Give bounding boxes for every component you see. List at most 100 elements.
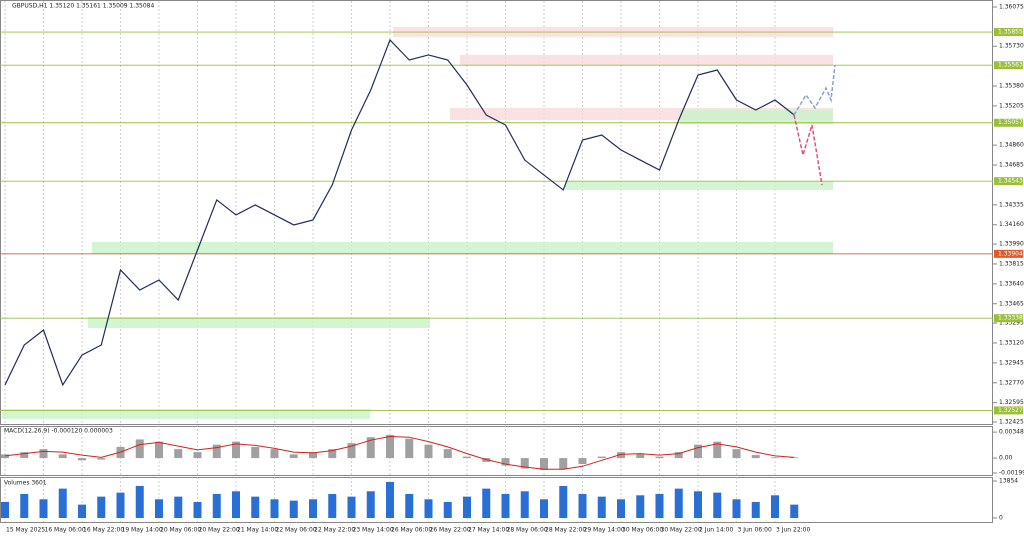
bar — [174, 449, 183, 459]
y-tick-label: 1.33815 — [999, 260, 1024, 267]
y-tick-label: 1.33990 — [999, 241, 1024, 248]
y-tick-label: 1.33295 — [999, 320, 1024, 327]
bar — [1, 501, 9, 518]
bar — [636, 495, 645, 518]
bar — [655, 456, 664, 459]
y-tick-label: 1.36075 — [999, 4, 1024, 11]
level-label: 1.35855 — [998, 29, 1023, 36]
bar — [174, 496, 183, 518]
bar — [212, 493, 221, 518]
x-tick-label: 22 May 22:00 — [314, 527, 355, 534]
x-tick-label: 27 May 14:00 — [468, 527, 509, 534]
level-tag — [994, 177, 1023, 186]
bar — [347, 496, 356, 518]
y-tick-label: 1.33120 — [999, 339, 1024, 346]
zone — [92, 242, 833, 254]
bar — [694, 491, 702, 518]
bar — [309, 499, 317, 518]
x-tick-label: 15 May 2025 — [6, 527, 45, 534]
y-tick-label: 0.00 — [999, 455, 1013, 462]
bar — [636, 453, 645, 459]
y-tick-label: 1.35730 — [999, 43, 1024, 50]
x-tick-label: 3 Jun 22:00 — [776, 527, 810, 534]
plot-layer — [0, 1, 993, 522]
level-tag — [994, 61, 1023, 70]
bar — [232, 441, 240, 459]
bar — [617, 499, 625, 518]
x-tick-label: 26 May 06:00 — [391, 527, 432, 534]
bar — [1, 454, 9, 459]
forecast-up — [793, 64, 836, 116]
bar — [578, 458, 587, 465]
y-tick-label: 1.32425 — [999, 419, 1024, 426]
bar — [251, 496, 260, 518]
zone — [460, 54, 833, 65]
bar — [520, 458, 529, 469]
bar — [366, 491, 375, 518]
bar — [135, 439, 144, 459]
bar — [135, 485, 144, 518]
level-label: 1.35563 — [998, 62, 1023, 69]
bar — [732, 449, 741, 459]
y-tick-label: 1.33640 — [999, 280, 1024, 287]
level-label: 1.33904 — [998, 250, 1023, 257]
bar — [328, 493, 337, 518]
macd-frame — [0, 426, 993, 476]
bar — [559, 458, 568, 470]
y-tick-label: 1.34860 — [999, 142, 1024, 149]
level-label: 1.32527 — [998, 407, 1023, 414]
bar — [751, 501, 760, 518]
bar — [771, 495, 779, 518]
bar — [424, 499, 433, 518]
x-tick-label: 21 May 14:00 — [237, 527, 278, 534]
bar — [251, 446, 260, 459]
bar — [694, 444, 702, 459]
level-tag — [994, 118, 1023, 127]
x-tick-label: 28 May 06:00 — [507, 527, 548, 534]
bar — [116, 492, 125, 518]
bar — [20, 452, 29, 459]
bar — [559, 485, 568, 518]
bar — [443, 449, 452, 459]
x-tick-label: 28 May 22:00 — [545, 527, 586, 534]
bar — [328, 449, 337, 459]
bar — [617, 452, 625, 459]
bar — [501, 458, 510, 466]
chart-title: GBPUSD,H1 1.35120 1.35161 1.35009 1.3508… — [12, 3, 154, 10]
y-tick-label: 1.34335 — [999, 201, 1024, 208]
bar — [193, 501, 202, 518]
forecast-down — [793, 114, 823, 186]
x-tick-label: 22 May 06:00 — [276, 527, 317, 534]
y-tick-label: 1.33465 — [999, 300, 1024, 307]
bar — [501, 493, 510, 518]
y-tick-label: 1.32770 — [999, 379, 1024, 386]
x-tick-label: 16 May 22:00 — [83, 527, 124, 534]
bar — [193, 452, 202, 459]
zone — [565, 180, 833, 190]
bar — [386, 434, 394, 459]
x-tick-label: 20 May 06:00 — [160, 527, 201, 534]
bar — [366, 437, 375, 459]
y-tick-label: 1.34160 — [999, 221, 1024, 228]
bar — [540, 458, 548, 471]
zone — [88, 316, 430, 328]
y-tick-label: 1.32945 — [999, 359, 1024, 366]
y-tick-label: 1.35205 — [999, 102, 1024, 109]
bar — [674, 452, 683, 459]
x-tick-label: 2 Jun 14:00 — [699, 527, 733, 534]
bar — [58, 488, 67, 518]
bar — [790, 457, 799, 459]
bar — [212, 444, 221, 459]
bar — [270, 449, 279, 459]
bar — [232, 491, 240, 518]
x-tick-label: 29 May 14:00 — [584, 527, 625, 534]
x-tick-label: 3 Jun 06:00 — [738, 527, 772, 534]
bar — [771, 457, 779, 459]
bar — [39, 499, 48, 518]
bar — [463, 456, 471, 459]
y-tick-label: 1.35380 — [999, 83, 1024, 90]
bar — [597, 496, 606, 518]
level-tag — [994, 314, 1023, 323]
bar — [386, 481, 394, 518]
bar — [732, 499, 741, 518]
